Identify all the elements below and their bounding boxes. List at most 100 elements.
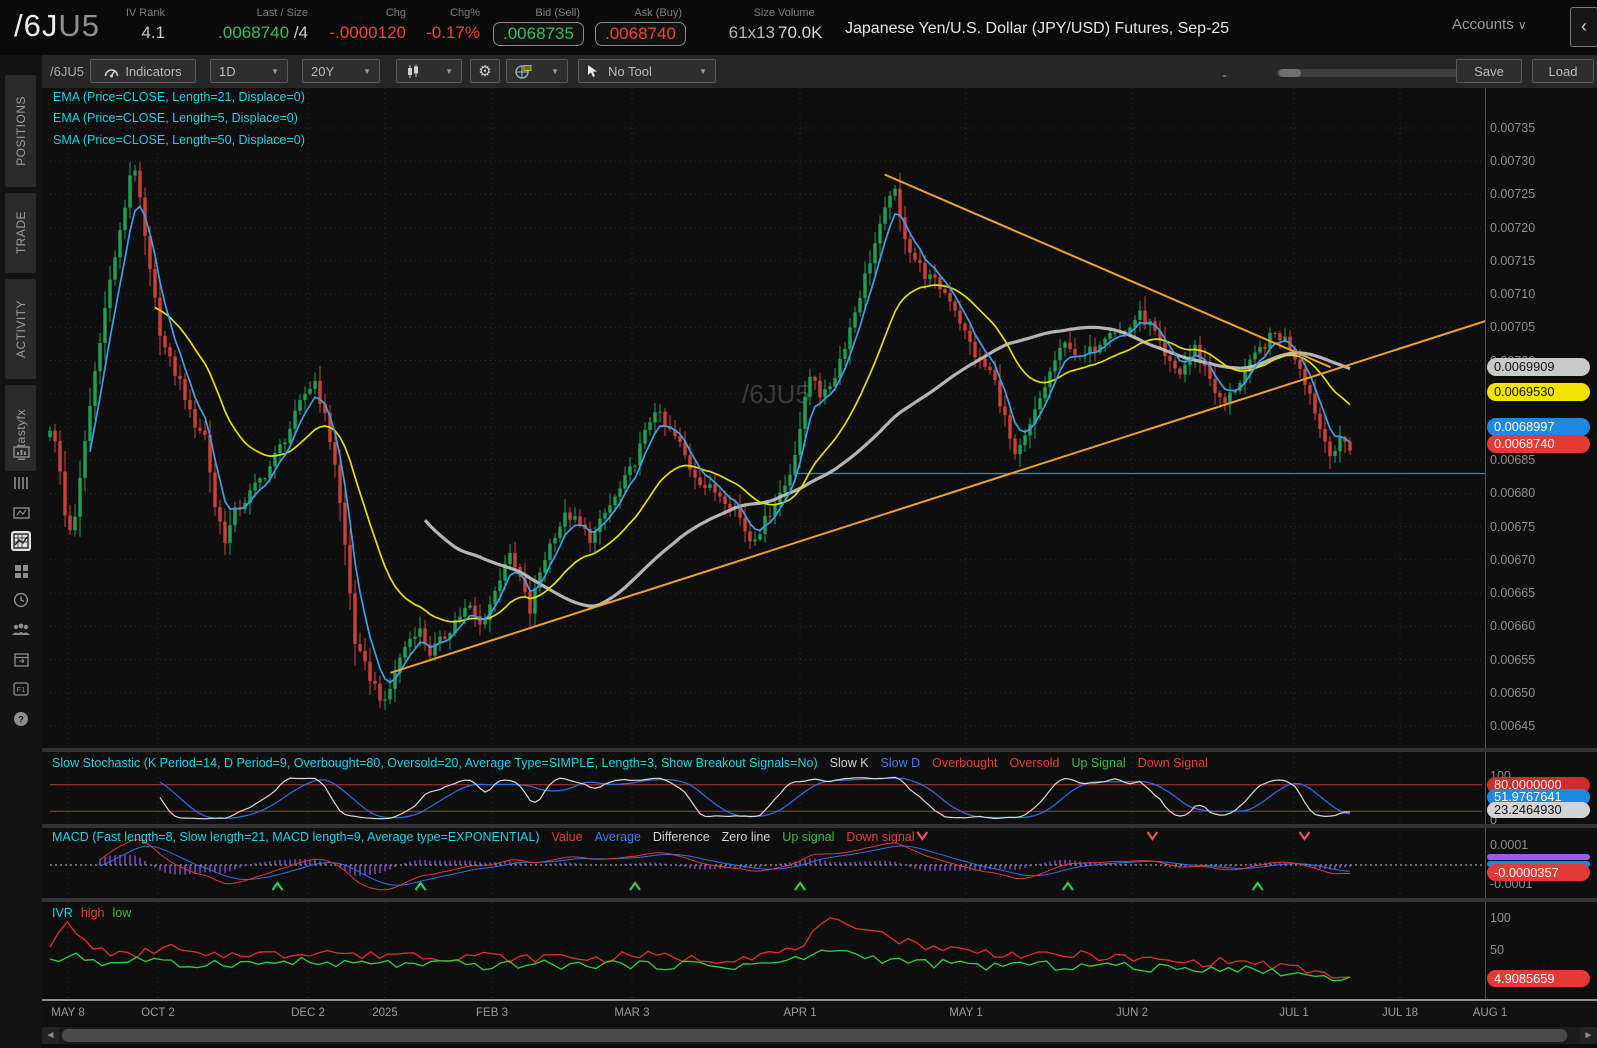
dropdown-arrow-icon: ▼ <box>699 66 707 76</box>
bid-label: Bid (Sell) <box>535 7 580 19</box>
accounts-dropdown[interactable]: Accounts ∨ <box>1452 16 1527 33</box>
time-axis-label: APR 1 <box>783 1007 817 1019</box>
ivr-panel[interactable] <box>42 902 1485 999</box>
time-axis-label: JUL 1 <box>1279 1007 1309 1019</box>
legend-oversold: Oversold <box>1009 756 1060 770</box>
chg-column: Chg -.0000120 <box>318 7 406 43</box>
macd-panel[interactable] <box>42 828 1485 898</box>
dropdown-arrow-icon: ▼ <box>363 66 371 76</box>
sidebar-tab-activity[interactable]: ACTIVITY <box>5 279 36 379</box>
chart-settings-button[interactable]: ⚙ <box>470 59 500 83</box>
zoom-out-button[interactable]: - <box>1222 67 1227 84</box>
panel-divider[interactable] <box>42 748 1597 752</box>
time-axis-label: OCT 2 <box>141 1007 175 1019</box>
f1-shortcuts-icon[interactable]: F1 <box>11 679 31 699</box>
scroll-right-icon[interactable]: ► <box>1580 1027 1597 1044</box>
trendline <box>390 320 1485 674</box>
ivr-tick: 100 <box>1490 911 1511 925</box>
ask-label: Ask (Buy) <box>634 7 682 19</box>
stochastic-panel[interactable] <box>42 752 1485 824</box>
macd-value-line <box>99 839 1351 891</box>
up-signal-icon <box>414 881 427 891</box>
chg-value: -.0000120 <box>329 23 406 42</box>
price-tick: 0.00730 <box>1490 154 1536 169</box>
sma50-price-bubble: 0.0069909 <box>1487 357 1590 376</box>
load-chart-button[interactable]: Load <box>1532 59 1594 83</box>
legend-difference: Difference <box>652 830 710 844</box>
bid-column: Bid (Sell) <box>495 7 580 19</box>
study-label-ema21[interactable]: EMA (Price=CLOSE, Length=21, Displace=0) <box>53 90 305 104</box>
svg-text:?: ? <box>18 715 24 726</box>
time-axis-label: DEC 2 <box>291 1007 325 1019</box>
slow-k-line <box>159 776 1350 820</box>
panel-divider[interactable] <box>42 824 1597 828</box>
ask-button[interactable]: .0068740 <box>595 22 686 46</box>
time-axis-label: 2025 <box>372 1007 398 1019</box>
last-size-value: .0068740 /4 <box>218 23 308 42</box>
time-axis[interactable]: MAY 8 OCT 2 DEC 2 2025 FEB 3 MAR 3 APR 1 MAY 1 J… <box>42 1001 1597 1026</box>
legend-up-signal: Up Signal <box>1071 756 1126 770</box>
symbol-logo: /6JU5 <box>14 8 100 43</box>
dropdown-arrow-icon: ▼ <box>271 66 279 76</box>
history-clock-icon[interactable] <box>11 590 31 610</box>
price-tick: 0.00735 <box>1490 121 1536 135</box>
ivr-label[interactable]: IVR high low <box>52 906 132 920</box>
save-chart-button[interactable]: Save <box>1456 59 1522 83</box>
candlestick-icon <box>408 64 418 78</box>
watchlist-icon[interactable] <box>11 473 31 493</box>
help-icon[interactable]: ? <box>11 709 31 729</box>
ema5-line <box>89 205 1351 684</box>
size-value: 61x13 <box>728 23 775 42</box>
range-dropdown[interactable]: 20Y ▼ <box>302 59 380 83</box>
macd-average-line <box>99 845 1351 886</box>
price-tick: 0.00680 <box>1490 486 1536 501</box>
community-icon[interactable] <box>11 619 31 639</box>
last-size-column: Last / Size .0068740 /4 <box>175 7 308 43</box>
chart-scrollbar[interactable]: ◄ ► <box>42 1027 1597 1044</box>
legend-average: Average <box>594 830 641 844</box>
ivr-high-line <box>49 917 1351 979</box>
price-tick: 0.00720 <box>1490 220 1536 235</box>
charts-icon[interactable] <box>11 531 31 551</box>
calendar-icon[interactable] <box>11 649 31 669</box>
timeframe-dropdown[interactable]: 1D ▼ <box>210 59 288 83</box>
screener-icon[interactable] <box>11 503 31 523</box>
chart-type-dropdown[interactable]: ▼ <box>396 59 462 83</box>
cursor-icon <box>588 65 597 77</box>
quote-header: /6JU5 IV Rank 4.1 Last / Size .0068740 /… <box>0 0 1597 56</box>
layout-dropdown[interactable]: ▼ <box>506 59 568 83</box>
quotes-monitor-icon[interactable] <box>11 443 31 463</box>
zoom-slider-thumb[interactable] <box>1279 69 1301 77</box>
main-price-chart[interactable]: /6JU5 <box>42 88 1485 748</box>
scrollbar-thumb[interactable] <box>62 1029 1567 1042</box>
grid-icon[interactable] <box>11 561 31 581</box>
panel-divider[interactable] <box>42 898 1597 902</box>
macd-histogram <box>99 854 1351 876</box>
macd-label[interactable]: MACD (Fast length=8, Slow length=21, MAC… <box>52 830 915 844</box>
ask-column: Ask (Buy) <box>597 7 682 19</box>
ema21-price-bubble: 0.0069530 <box>1487 382 1590 401</box>
sidebar-tab-trade[interactable]: TRADE <box>5 193 36 273</box>
zoom-slider[interactable] <box>1277 69 1459 77</box>
price-tick: 0.00645 <box>1490 719 1536 733</box>
drawing-tool-dropdown[interactable]: No Tool ▼ <box>578 59 716 83</box>
ivr-low-legend: low <box>112 906 132 920</box>
sidebar-tab-positions[interactable]: POSITIONS <box>5 75 36 187</box>
macd-value-bubble: -0.0000357 <box>1487 863 1590 881</box>
indicators-button[interactable]: Indicators <box>90 59 196 83</box>
legend-slow-k: Slow K <box>829 756 869 770</box>
dropdown-arrow-icon: ▼ <box>445 66 453 76</box>
study-label-ema5[interactable]: EMA (Price=CLOSE, Length=5, Displace=0) <box>53 111 298 125</box>
volume-column: Volume 70.0K <box>778 7 835 43</box>
stochastic-label[interactable]: Slow Stochastic (K Period=14, D Period=9… <box>52 756 1208 770</box>
price-axis-column[interactable] <box>1485 88 1597 999</box>
collapse-panel-button[interactable]: ‹ <box>1570 7 1597 47</box>
price-tick: 0.00710 <box>1490 287 1536 302</box>
last-price-bubble: 0.0068740 <box>1487 435 1590 454</box>
svg-text:F1: F1 <box>17 685 26 694</box>
bid-button[interactable]: .0068735 <box>493 22 584 46</box>
scroll-left-icon[interactable]: ◄ <box>42 1027 59 1044</box>
chart-watermark: /6JU5 <box>742 379 810 409</box>
study-label-sma50[interactable]: SMA (Price=CLOSE, Length=50, Displace=0) <box>53 133 305 147</box>
chart-canvas[interactable] <box>42 88 1485 999</box>
